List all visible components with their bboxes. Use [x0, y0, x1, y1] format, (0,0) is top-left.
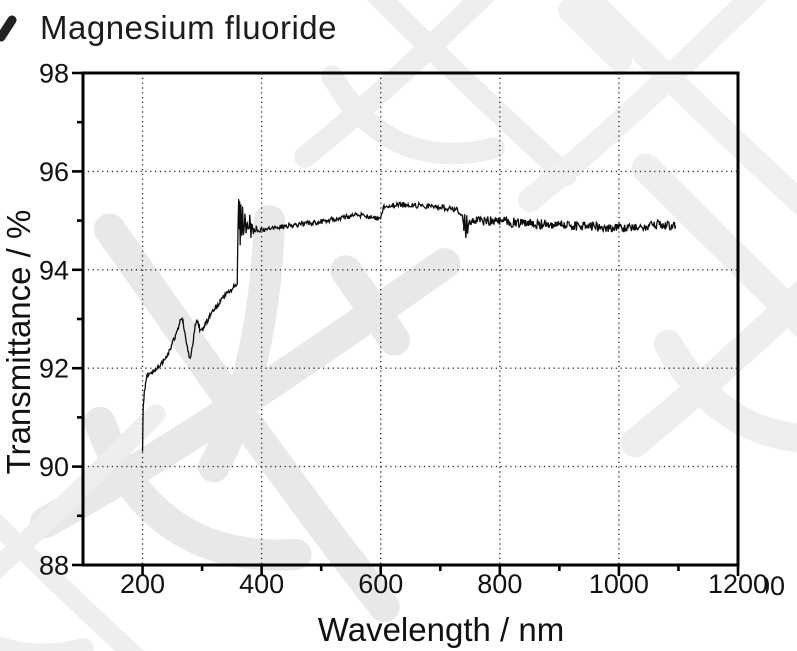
- watermark-glyph-top-center: [294, 0, 577, 186]
- watermark-glyph-top-right: [518, 0, 797, 216]
- y-tick-label-94: 94: [39, 255, 69, 285]
- watermark-glyph-right: [620, 153, 797, 458]
- axis-ticks: [72, 71, 740, 576]
- y-tick-label-92: 92: [39, 354, 69, 384]
- y-tick-label-90: 90: [39, 452, 69, 482]
- x-tick-label-400: 400: [239, 569, 284, 599]
- x-tick-label-800: 800: [477, 569, 522, 599]
- y-tick-label-88: 88: [39, 551, 69, 581]
- x-tick-label-200: 200: [120, 569, 165, 599]
- chart-title: Magnesium fluoride: [40, 9, 337, 46]
- x-axis-title: Wavelength / nm: [318, 611, 564, 648]
- transmittance-curve: [141, 199, 677, 452]
- gridlines: [83, 73, 738, 565]
- x-tick-label-1000: 1000: [589, 569, 649, 599]
- x-tick-label-1200: 1200: [708, 569, 768, 599]
- x-tick-label-600: 600: [358, 569, 403, 599]
- watermark-glyph-center: [30, 205, 461, 623]
- y-tick-label-98: 98: [39, 59, 69, 89]
- y-axis-title: Transmittance / %: [0, 210, 37, 475]
- y-tick-label-96: 96: [39, 157, 69, 187]
- x-axis-clipped-label: 00: [766, 571, 786, 599]
- watermark-corner-mark: [0, 15, 17, 42]
- watermark-glyph-bottom-left: [0, 404, 166, 651]
- axis-tick-labels: 200 400 600 800 1000 1200 88 90 92 94 96 98: [39, 59, 768, 600]
